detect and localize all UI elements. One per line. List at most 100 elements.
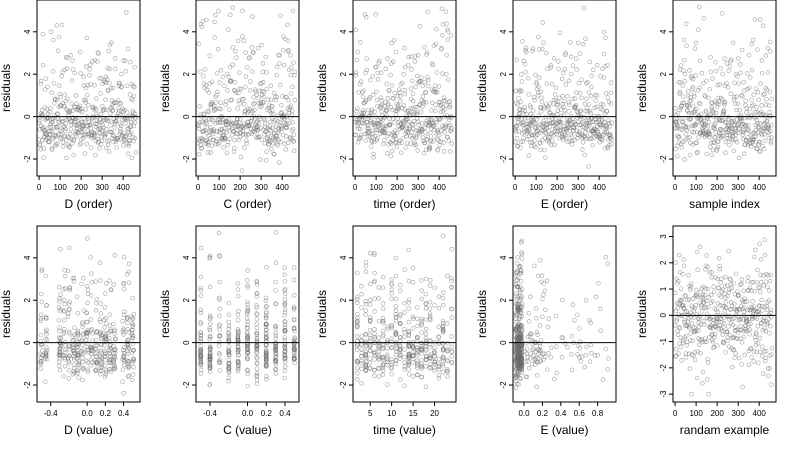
data-point <box>763 355 768 361</box>
data-point <box>746 52 752 58</box>
data-point <box>762 132 767 137</box>
data-point <box>250 50 256 55</box>
data-point <box>103 74 109 80</box>
data-point <box>754 316 760 321</box>
data-point <box>67 144 72 149</box>
data-point <box>748 75 753 80</box>
data-point <box>706 391 711 397</box>
data-point <box>436 356 442 362</box>
data-point <box>398 94 403 99</box>
data-point <box>757 284 763 290</box>
data-point <box>397 343 403 348</box>
data-point <box>707 324 713 330</box>
data-point <box>118 123 124 129</box>
data-point <box>602 145 608 151</box>
data-point <box>734 306 740 312</box>
data-point <box>725 114 731 120</box>
data-point <box>396 104 401 109</box>
data-point <box>393 341 399 347</box>
data-point <box>256 95 261 100</box>
data-point <box>369 109 374 115</box>
data-point <box>440 370 446 375</box>
data-point <box>62 103 67 109</box>
data-point <box>673 323 678 328</box>
data-point <box>361 121 367 126</box>
data-point <box>768 323 773 329</box>
x-tick-label: 100 <box>369 183 383 192</box>
data-point <box>710 147 716 153</box>
data-point <box>263 158 269 163</box>
data-point <box>608 90 614 96</box>
data-point <box>124 316 130 321</box>
data-point <box>291 139 297 144</box>
data-point <box>269 146 274 152</box>
data-point <box>393 49 399 55</box>
data-point <box>286 48 291 53</box>
data-point <box>289 65 294 70</box>
data-point <box>548 355 554 360</box>
data-point <box>235 349 241 355</box>
y-tick-label: 4 <box>182 29 191 34</box>
data-point <box>751 102 756 108</box>
data-point <box>112 100 117 106</box>
data-point <box>282 117 288 123</box>
data-point <box>225 88 230 93</box>
data-point <box>584 136 589 142</box>
data-point <box>397 351 403 356</box>
data-point <box>517 111 523 116</box>
data-point <box>586 89 592 95</box>
data-point <box>230 62 236 68</box>
data-point <box>358 40 363 45</box>
data-point <box>56 34 62 40</box>
data-point <box>700 295 705 300</box>
data-point <box>682 78 688 84</box>
data-point <box>719 11 725 16</box>
data-point <box>704 298 709 304</box>
data-point <box>205 140 210 146</box>
data-point <box>380 356 386 361</box>
data-point <box>687 68 692 73</box>
data-point <box>84 334 90 339</box>
data-point <box>40 348 45 353</box>
data-point <box>537 341 542 346</box>
data-point <box>254 381 260 386</box>
data-point <box>758 280 764 285</box>
data-point <box>367 96 372 102</box>
data-point <box>432 353 437 359</box>
data-point <box>727 276 733 281</box>
data-point <box>277 61 282 66</box>
data-point <box>208 150 213 155</box>
data-point <box>695 150 700 155</box>
data-point <box>61 287 66 292</box>
data-point <box>541 292 546 297</box>
data-point <box>106 48 111 54</box>
data-point <box>376 344 382 349</box>
data-point <box>706 304 711 310</box>
data-point <box>541 281 547 286</box>
data-points <box>38 236 137 396</box>
data-point <box>410 326 416 331</box>
data-point <box>410 91 416 96</box>
data-point <box>436 361 441 366</box>
data-point <box>265 131 270 137</box>
data-point <box>707 270 713 275</box>
data-point <box>106 138 112 143</box>
data-point <box>409 54 414 59</box>
data-point <box>245 383 250 389</box>
data-point <box>254 134 259 140</box>
data-point <box>198 347 204 353</box>
data-point <box>252 87 258 92</box>
data-point <box>723 274 728 280</box>
data-point <box>103 145 109 151</box>
data-point <box>737 155 742 161</box>
data-point <box>273 343 278 349</box>
data-point <box>361 110 367 116</box>
data-point <box>196 126 202 131</box>
data-point <box>415 148 420 153</box>
data-point <box>245 106 251 111</box>
data-point <box>762 304 768 309</box>
data-point <box>273 324 278 329</box>
data-point <box>217 297 222 302</box>
data-point <box>287 107 292 113</box>
data-point <box>752 288 758 294</box>
